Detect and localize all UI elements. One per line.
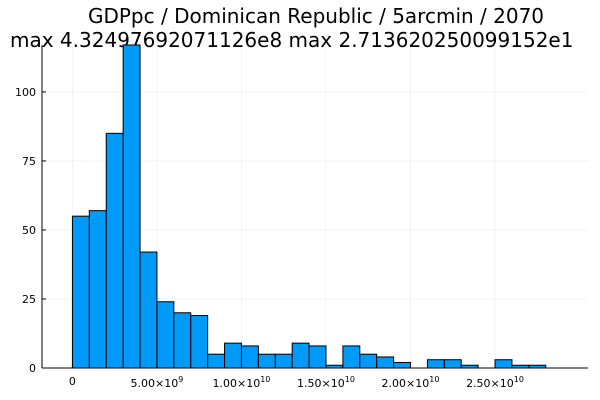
y-tick-label-3: 75 [22,155,36,168]
histogram-bar-6 [173,312,192,369]
histogram-bar-10 [240,345,259,369]
histogram-bar-17 [359,353,378,369]
histogram-bar-12 [274,353,293,369]
x-tick-label-1: 5.00×109 [131,375,184,390]
chart-title-line1: GDPpc / Dominican Republic / 5arcmin / 2… [88,4,544,28]
histogram-bar-16 [342,345,361,369]
histogram-bar-13 [291,342,310,369]
histogram-bar-11 [257,353,276,369]
y-tick-label-0: 0 [29,362,36,375]
histogram-bar-1 [88,210,107,369]
histogram-bar-9 [224,342,242,369]
histogram-bar-0 [71,215,90,369]
histogram-bar-21 [426,359,445,369]
x-tick-label-0: 0 [69,375,76,388]
axes [41,45,588,369]
histogram-bar-22 [443,359,462,369]
histogram-bar-5 [156,301,175,369]
x-tick-label-3: 1.50×1010 [297,375,355,390]
x-tick-labels: 0 5.00×109 1.00×1010 1.50×1010 2.00×1010 2.50… [69,375,524,390]
histogram-bar-7 [190,315,209,369]
histogram-bar-4 [139,251,158,369]
y-tick-label-4: 100 [15,86,36,99]
y-tick-labels: 0 25 50 75 100 [15,86,36,375]
histogram-bar-19 [393,361,412,369]
x-tick-label-2: 1.00×1010 [213,375,271,390]
y-tick-label-2: 50 [22,224,36,237]
histogram-bars [71,44,547,369]
histogram-bar-2 [105,132,124,369]
histogram-bar-3 [122,44,141,369]
histogram-bar-14 [308,345,327,369]
histogram-bar-25 [494,359,513,369]
x-tick-label-4: 2.00×1010 [382,375,440,390]
y-tick-label-1: 25 [22,293,36,306]
chart-title-line2: max 4.32497692071126e8 max 2.71362025009… [10,28,573,52]
x-tick-label-5: 2.50×1010 [466,375,524,390]
histogram-bar-18 [376,356,395,369]
histogram-bar-8 [207,353,226,369]
